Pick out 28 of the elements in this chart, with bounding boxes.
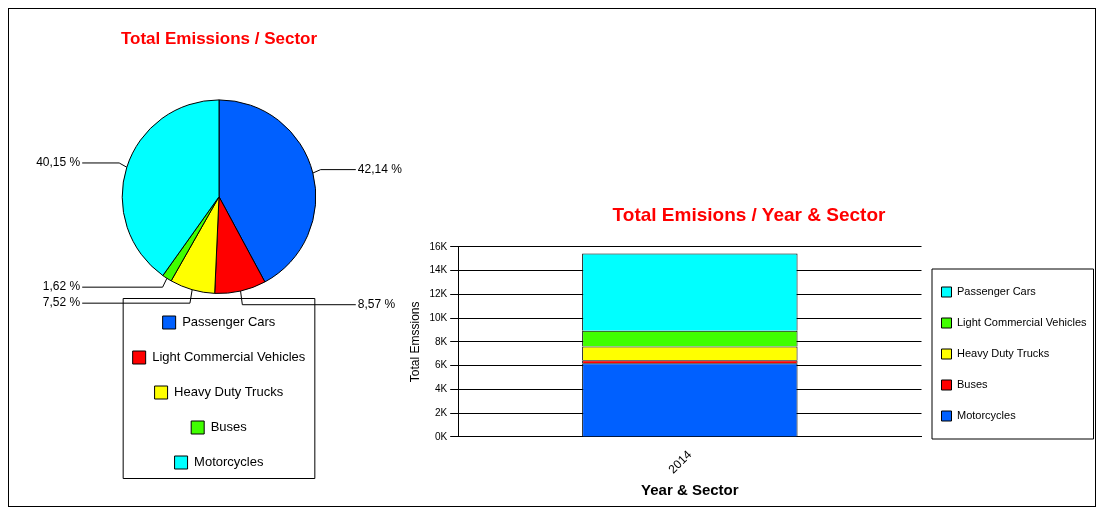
legend-label: Motorcycles	[194, 454, 264, 470]
chart-title: Total Emisions / Year & Sector	[612, 203, 886, 225]
legend-label: Motorcycles	[957, 409, 1017, 422]
y-tick-label: 16K	[429, 240, 448, 252]
legend-label: Passenger Cars	[182, 314, 276, 330]
y-tick-label: 10K	[429, 311, 448, 323]
legend-label: Heavy Duty Trucks	[957, 347, 1050, 360]
data-label: 8,57 %	[357, 297, 396, 312]
x-axis-title: Year & Sector	[641, 481, 739, 499]
chart-title: Total Emissions / Sector	[120, 28, 318, 48]
legend-label: Light Commercial Vehicles	[152, 349, 306, 365]
legend-label: Heavy Duty Trucks	[174, 384, 284, 400]
y-tick-label: 14K	[429, 264, 448, 276]
data-label: 40,15 %	[36, 155, 81, 170]
y-axis-title: Total Emssions	[407, 301, 422, 383]
legend-label: Passenger Cars	[957, 285, 1037, 298]
data-label: 7,52 %	[42, 295, 81, 310]
y-tick-label: 8K	[434, 335, 448, 347]
legend-label: Buses	[210, 419, 248, 435]
data-label: 42,14 %	[357, 161, 403, 176]
legend-label: Light Commercial Vehicles	[957, 316, 1088, 329]
y-tick-label: 2K	[434, 406, 448, 418]
legend-label: Buses	[957, 378, 989, 391]
y-tick-label: 12K	[429, 288, 448, 300]
y-tick-label: 4K	[434, 383, 448, 395]
y-tick-label: 0K	[434, 430, 448, 442]
y-tick-label: 6K	[434, 359, 448, 371]
data-label: 1,62 %	[42, 279, 81, 294]
